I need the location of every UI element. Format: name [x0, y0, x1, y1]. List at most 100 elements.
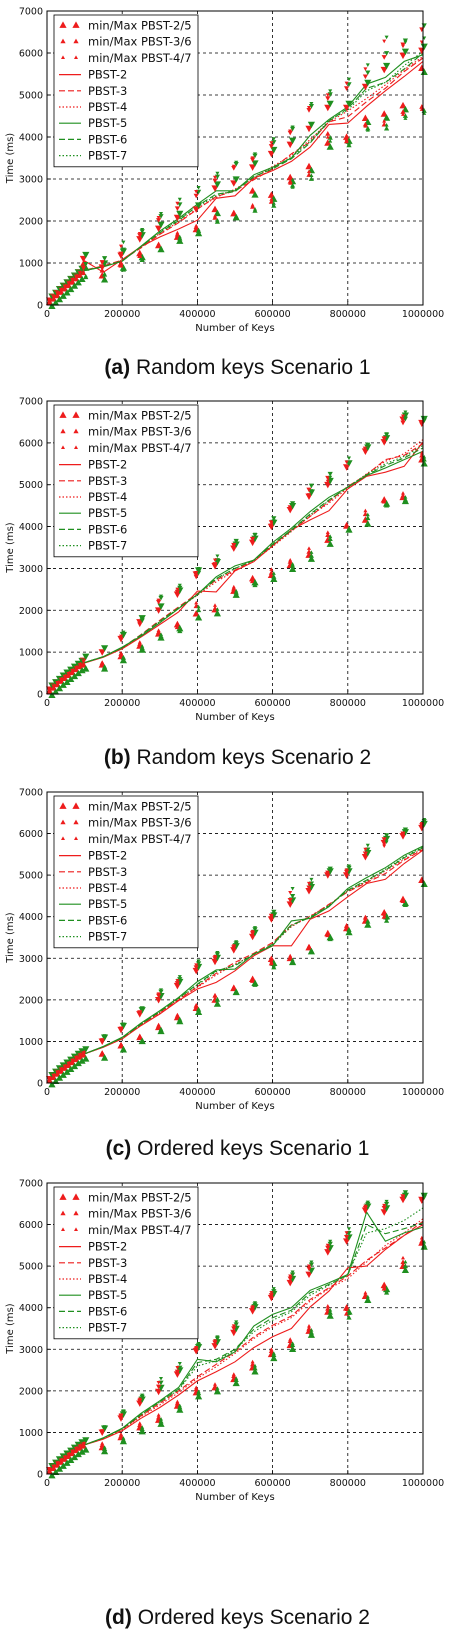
min-marker	[306, 1325, 312, 1331]
max-marker	[287, 898, 293, 903]
series-line	[46, 1218, 424, 1475]
min-marker	[61, 293, 66, 298]
min-marker	[231, 209, 236, 214]
min-marker	[420, 460, 428, 467]
x-tick-label: 0	[44, 1087, 50, 1098]
max-marker	[290, 894, 296, 899]
min-marker	[325, 131, 331, 136]
max-marker	[58, 1067, 63, 1072]
max-marker	[100, 651, 105, 655]
max-marker	[399, 52, 407, 60]
max-marker	[156, 1380, 161, 1385]
min-marker	[76, 280, 81, 284]
min-marker	[309, 173, 314, 178]
max-marker	[211, 958, 219, 966]
marker-group	[47, 35, 427, 308]
y-axis-label: Time (ms)	[5, 1303, 16, 1355]
max-marker	[326, 100, 334, 108]
legend-line-label: PBST-7	[88, 930, 127, 944]
min-marker	[251, 191, 259, 198]
max-marker	[70, 1058, 75, 1063]
min-marker	[102, 664, 107, 668]
max-marker	[173, 591, 181, 598]
max-marker	[325, 873, 330, 878]
min-marker	[192, 610, 200, 617]
max-marker	[137, 232, 142, 236]
min-marker	[253, 980, 257, 984]
max-marker	[286, 901, 294, 908]
min-marker	[61, 1072, 66, 1077]
max-marker	[66, 1452, 71, 1457]
min-marker	[65, 679, 69, 684]
max-marker	[175, 1365, 180, 1370]
max-marker	[307, 493, 311, 497]
min-marker	[68, 1066, 73, 1071]
max-marker	[344, 1234, 350, 1240]
max-marker	[384, 51, 390, 56]
max-marker	[249, 164, 257, 171]
min-marker	[269, 197, 274, 201]
legend-marker-icon	[72, 802, 80, 809]
min-marker	[100, 1441, 105, 1445]
min-marker	[307, 943, 311, 948]
min-marker	[365, 1296, 371, 1302]
max-marker	[288, 891, 293, 895]
max-marker	[380, 439, 388, 446]
x-tick-label: 800000	[330, 1087, 366, 1098]
max-marker	[361, 853, 369, 861]
max-marker	[403, 410, 408, 415]
marker-group	[47, 817, 427, 1086]
min-marker	[177, 628, 183, 634]
min-marker	[365, 512, 370, 517]
max-marker	[309, 1260, 314, 1265]
max-marker	[234, 940, 239, 944]
max-marker	[83, 655, 88, 660]
max-marker	[269, 141, 274, 145]
max-marker	[175, 587, 180, 592]
max-marker	[271, 516, 277, 521]
min-marker	[309, 1328, 314, 1332]
min-marker	[365, 918, 370, 923]
min-marker	[215, 607, 220, 611]
max-marker	[365, 843, 370, 848]
min-marker	[347, 526, 351, 530]
max-marker	[231, 1326, 237, 1332]
min-marker	[194, 1385, 199, 1390]
min-marker	[326, 540, 334, 547]
min-marker	[158, 1418, 164, 1424]
caption-d-letter: (d)	[105, 1606, 132, 1629]
marker-group	[47, 1192, 427, 1477]
min-marker	[137, 253, 142, 257]
y-tick-label: 5000	[19, 871, 43, 882]
max-marker	[253, 926, 257, 930]
max-marker	[47, 687, 52, 692]
max-marker	[365, 63, 370, 67]
min-marker	[250, 203, 255, 207]
y-tick-label: 0	[37, 301, 43, 312]
max-marker	[196, 959, 201, 963]
y-axis-label: Time (ms)	[5, 522, 16, 574]
max-marker	[253, 1301, 257, 1305]
max-marker	[119, 1026, 123, 1031]
min-marker	[83, 1056, 88, 1061]
caption-c: (c) Ordered keys Scenario 1	[0, 1137, 475, 1161]
min-marker	[214, 1388, 220, 1393]
max-marker	[55, 291, 60, 295]
legend-marker-icon	[74, 1227, 78, 1231]
min-marker	[288, 181, 293, 185]
max-marker	[401, 44, 405, 49]
max-marker	[325, 479, 330, 484]
min-marker	[328, 934, 333, 939]
max-marker	[305, 125, 313, 133]
min-marker	[81, 269, 86, 274]
min-marker	[267, 955, 275, 962]
min-marker	[72, 1455, 77, 1459]
max-marker	[399, 833, 407, 840]
x-tick-label: 0	[44, 1478, 50, 1489]
series-line	[46, 846, 424, 1084]
legend-marker-icon	[60, 819, 66, 825]
min-marker	[196, 1389, 201, 1394]
min-marker	[102, 1054, 107, 1058]
axes-frame	[46, 791, 424, 1084]
min-marker	[68, 1457, 73, 1462]
